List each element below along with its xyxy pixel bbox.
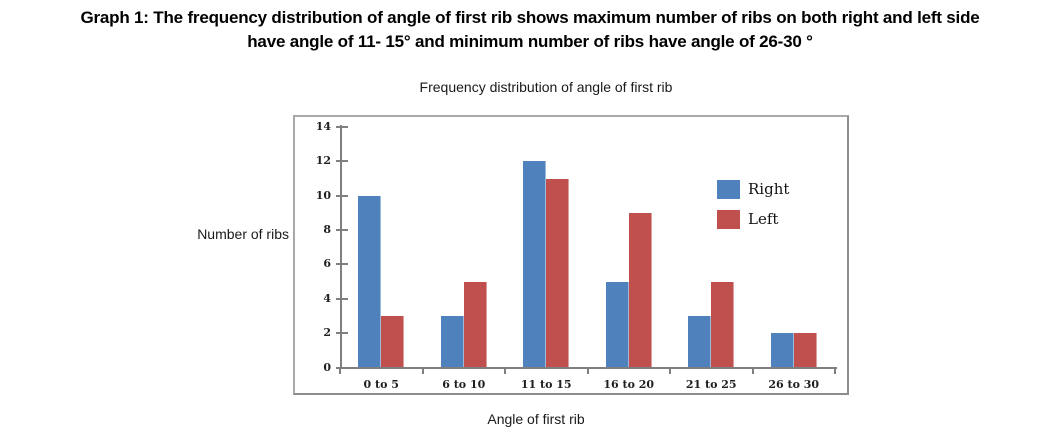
x-tick-mark bbox=[586, 367, 589, 374]
y-tick-label: 14 bbox=[315, 120, 331, 133]
x-tick-mark bbox=[421, 367, 424, 374]
bar-left bbox=[381, 315, 405, 368]
legend-label-right: Right bbox=[748, 180, 790, 198]
bar-left bbox=[546, 178, 570, 368]
figure-caption-line2: have angle of 11- 15° and minimum number… bbox=[247, 32, 813, 51]
y-tick-mark bbox=[336, 160, 348, 163]
legend: Right Left bbox=[295, 117, 847, 393]
x-tick-mark bbox=[669, 367, 671, 374]
category-label: 11 to 15 bbox=[520, 377, 572, 391]
bar-right bbox=[523, 161, 547, 368]
legend-item: Left bbox=[717, 210, 778, 229]
bar-right bbox=[605, 281, 629, 368]
figure-caption-line1: Graph 1: The frequency distribution of a… bbox=[80, 8, 980, 27]
chart-title: Frequency distribution of angle of first… bbox=[419, 79, 673, 95]
x-axis-title: Angle of first rib bbox=[487, 411, 585, 427]
y-tick-label: 0 bbox=[323, 360, 331, 374]
category-label: 16 to 20 bbox=[603, 377, 655, 391]
y-tick-mark bbox=[336, 297, 348, 300]
bar-left bbox=[463, 281, 487, 368]
y-tick-mark bbox=[336, 332, 348, 335]
bar-right bbox=[358, 195, 382, 368]
y-tick-label: 2 bbox=[323, 326, 331, 340]
y-tick-mark bbox=[336, 366, 348, 369]
x-tick-mark bbox=[504, 367, 506, 374]
plot-area: 0 2 4 6 8 10 12 14 0 to 5 6 to 10 11 to 15 16 to 20… bbox=[295, 117, 847, 393]
legend-item: Right bbox=[717, 180, 789, 199]
y-tick-mark bbox=[336, 263, 348, 266]
bar-left bbox=[628, 212, 652, 368]
bar-right bbox=[770, 333, 794, 368]
legend-swatch-left bbox=[717, 210, 740, 229]
x-axis-line bbox=[340, 366, 837, 369]
x-tick-mark bbox=[339, 367, 341, 374]
category-label: 26 to 30 bbox=[768, 377, 820, 391]
y-tick-label: 8 bbox=[323, 223, 331, 237]
legend-swatch-right bbox=[717, 180, 740, 199]
y-tick-label: 6 bbox=[323, 257, 331, 271]
y-tick-label: 12 bbox=[315, 154, 331, 168]
y-axis-line bbox=[340, 125, 342, 369]
legend-label-left: Left bbox=[748, 210, 779, 228]
chart-area: 0 2 4 6 8 10 12 14 0 to 5 6 to 10 11 to 15 16 to 20… bbox=[293, 115, 849, 395]
y-tick-mark bbox=[336, 126, 348, 128]
y-tick-mark bbox=[336, 194, 348, 197]
y-tick-label: 4 bbox=[323, 291, 331, 305]
x-tick-mark bbox=[751, 367, 754, 374]
y-axis-title: Number of ribs bbox=[197, 226, 289, 242]
category-label: 21 to 25 bbox=[685, 377, 737, 391]
figure-caption: Graph 1: The frequency distribution of a… bbox=[0, 6, 1060, 54]
category-label: 6 to 10 bbox=[442, 377, 486, 391]
bar-left bbox=[793, 333, 817, 368]
bar-left bbox=[711, 281, 735, 368]
bar-right bbox=[688, 315, 712, 368]
y-tick-mark bbox=[336, 229, 348, 232]
bar-right bbox=[440, 315, 464, 368]
y-tick-label: 10 bbox=[315, 188, 331, 202]
category-label: 0 to 5 bbox=[363, 377, 399, 391]
x-tick-mark bbox=[834, 367, 836, 374]
